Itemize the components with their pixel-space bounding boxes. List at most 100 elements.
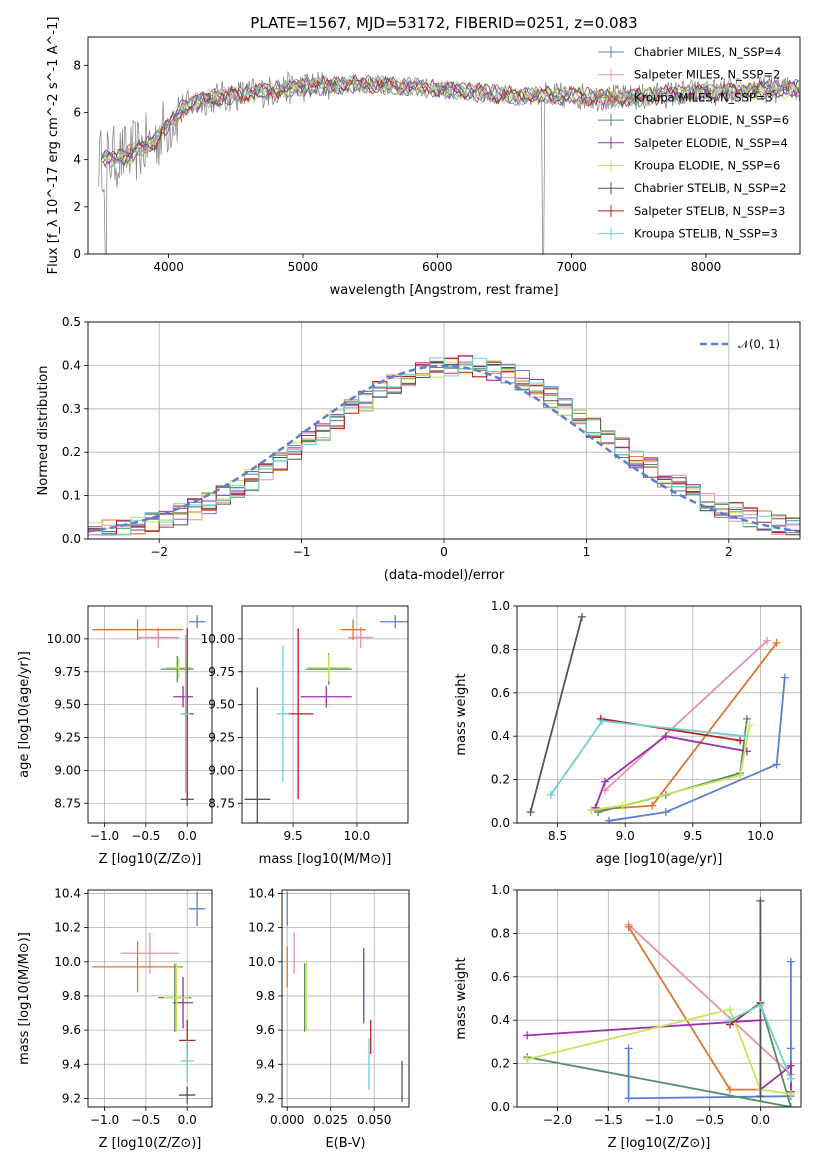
y-tick-label: 6: [73, 105, 81, 119]
errorbars: [286, 891, 403, 1102]
x-tick-label: −2.0: [543, 1113, 572, 1127]
panel-4: [513, 605, 801, 827]
weight-series: [526, 1002, 792, 1107]
y-tick-label: 0.4: [62, 358, 81, 372]
weight-point: [756, 1001, 765, 1010]
weight-point: [763, 636, 772, 645]
x-tick-label: 1: [583, 545, 591, 559]
x-tick-label: 0.050: [357, 1113, 391, 1127]
y-tick-label: 9.4: [62, 1057, 81, 1071]
x-axis-label: Z [log10(Z/Z⊙)]: [608, 1136, 711, 1151]
legend-entry: 𝒩(0, 1): [738, 337, 780, 351]
weight-point: [745, 721, 754, 730]
model-spectrum: [100, 75, 800, 167]
x-axis-label: E(B-V): [325, 1136, 365, 1151]
y-tick-label: 0.6: [491, 970, 510, 984]
x-tick-label: 10.0: [747, 829, 774, 843]
x-tick-label: 0: [440, 545, 448, 559]
y-tick-label: 9.50: [54, 698, 81, 712]
errorbars: [244, 615, 408, 823]
x-tick-label: −1.5: [594, 1113, 623, 1127]
weight-point: [726, 1016, 734, 1025]
y-tick-label: 10.0: [248, 955, 275, 969]
y-tick-label: 0.0: [491, 816, 510, 830]
legend-entry: Salpeter ELODIE, N_SSP=4: [634, 136, 788, 150]
y-tick-label: 0.2: [62, 445, 81, 459]
scatter-axes: [87, 889, 213, 1108]
x-tick-label: 9.5: [683, 829, 702, 843]
weight-point: [624, 922, 633, 931]
x-axis-label: age [log10(age/yr)]: [596, 852, 723, 867]
weight-point: [786, 1103, 795, 1107]
y-tick-label: 2: [73, 200, 81, 214]
y-tick-label: 1.0: [491, 883, 510, 897]
y-tick-label: 9.00: [54, 763, 81, 777]
y-tick-label: 9.00: [208, 763, 235, 777]
y-tick-label: 4: [73, 153, 81, 167]
weight-point: [591, 803, 600, 812]
x-tick-label: −0.5: [131, 829, 160, 843]
x-tick-label: 7000: [556, 260, 587, 274]
weight-point: [756, 1092, 765, 1101]
weight-point: [661, 732, 670, 741]
y-tick-label: 0.2: [491, 773, 510, 787]
x-tick-label: 5000: [288, 260, 319, 274]
y-tick-label: 0.5: [62, 315, 81, 329]
x-tick-label: 0.025: [314, 1113, 348, 1127]
legend-entry: Chabrier ELODIE, N_SSP=6: [634, 113, 789, 127]
weight-axes: [516, 605, 802, 824]
y-tick-label: 9.2: [256, 1091, 275, 1105]
x-tick-label: 6000: [422, 260, 453, 274]
panel-0: [84, 64, 707, 258]
y-tick-label: 9.50: [208, 698, 235, 712]
y-tick-label: 0.6: [491, 686, 510, 700]
weight-series: [608, 677, 786, 822]
y-tick-label: 0.4: [491, 729, 510, 743]
weight-point: [523, 1055, 532, 1064]
y-tick-label: 0.0: [491, 1100, 510, 1114]
weight-point: [600, 777, 609, 786]
x-tick-label: 10.0: [344, 829, 371, 843]
x-tick-label: 2: [725, 545, 733, 559]
weight-point: [786, 1061, 795, 1070]
weight-lines: [526, 612, 789, 823]
y-tick-label: 9.75: [208, 665, 235, 679]
y-tick-label: 0.0: [62, 532, 81, 546]
weight-series: [604, 640, 768, 792]
weight-point: [740, 732, 749, 741]
panel-6: [278, 890, 409, 1111]
weight-point: [786, 1044, 795, 1053]
y-tick-label: 9.6: [62, 1023, 81, 1037]
x-tick-label: 9.0: [616, 829, 635, 843]
y-tick-label: 0.2: [491, 1057, 510, 1071]
weight-point: [786, 957, 795, 966]
x-tick-label: −1.0: [90, 829, 119, 843]
legend-entry: Kroupa ELODIE, N_SSP=6: [634, 159, 780, 173]
legend-entry: Kroupa STELIB, N_SSP=3: [634, 227, 778, 241]
weight-axes: [516, 889, 802, 1108]
x-tick-label: 8.5: [548, 829, 567, 843]
y-tick-label: 10.00: [47, 632, 81, 646]
weight-point: [624, 1094, 633, 1103]
x-tick-label: −1.0: [90, 1113, 119, 1127]
weight-series: [729, 1002, 761, 1026]
panel-5: [84, 890, 212, 1111]
weight-series: [526, 1008, 792, 1095]
weight-point: [587, 805, 596, 814]
errorbars: [92, 891, 206, 1104]
y-axis-label: Normed distribution: [36, 366, 51, 496]
model-spectrum: [101, 74, 800, 167]
weight-point: [742, 714, 751, 723]
y-tick-label: 1.0: [491, 599, 510, 613]
legend-entry: Kroupa MILES, N_SSP=3: [634, 90, 773, 104]
y-tick-label: 0.3: [62, 402, 81, 416]
legend-entry: Chabrier STELIB, N_SSP=2: [634, 181, 786, 195]
y-tick-label: 0.8: [491, 926, 510, 940]
x-tick-label: −1: [293, 545, 311, 559]
x-tick-label: 8000: [691, 260, 722, 274]
weight-point: [736, 771, 745, 780]
weight-point: [772, 638, 781, 647]
x-axis-label: wavelength [Angstrom, rest frame]: [330, 283, 559, 298]
x-tick-label: 4000: [153, 260, 184, 274]
